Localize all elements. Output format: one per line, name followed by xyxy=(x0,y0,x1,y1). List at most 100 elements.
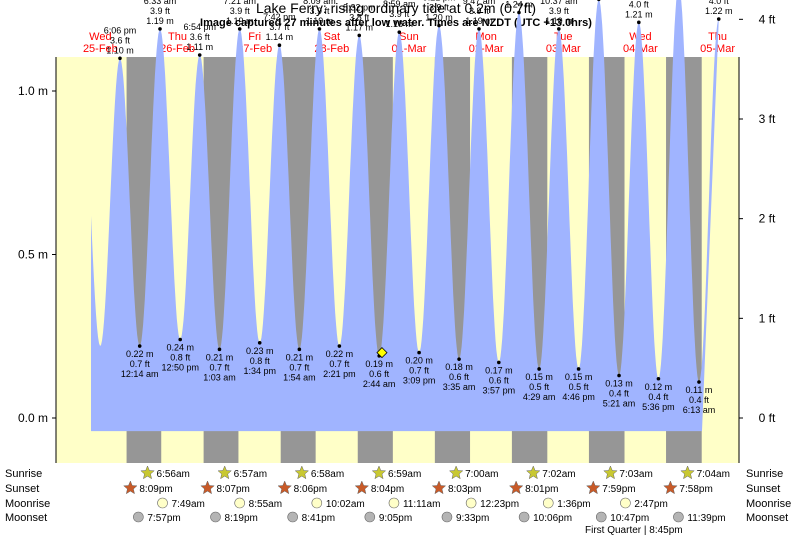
sunset-time: 8:07pm xyxy=(217,484,250,495)
tide-point xyxy=(137,344,142,348)
tide-time: 3:57 pm xyxy=(483,385,516,395)
sunrise-time: 6:59am xyxy=(388,469,421,480)
moonrise-time: 1:36pm xyxy=(557,499,590,510)
tide-time: 6:13 am xyxy=(683,405,716,415)
row-label-left: Moonset xyxy=(5,512,47,524)
sunrise-icon xyxy=(371,465,387,480)
tide-height-ft: 0.4 ft xyxy=(689,395,710,405)
tide-height-m: 1.21 m xyxy=(625,9,653,19)
tide-height-m: 1.19 m xyxy=(226,16,254,26)
tide-point xyxy=(317,27,322,31)
tide-height-m: 1.19 m xyxy=(545,16,573,26)
tide-height-ft: 0.4 ft xyxy=(648,392,669,402)
tide-point xyxy=(597,0,601,2)
tide-time: 12:50 pm xyxy=(161,363,199,373)
moonset-time: 9:33pm xyxy=(456,513,489,524)
tide-time: 7:21 am xyxy=(223,0,256,6)
tide-time: 1:34 pm xyxy=(243,366,276,376)
tide-height-m: 0.23 m xyxy=(246,346,274,356)
sunrise-time: 7:04am xyxy=(697,469,730,480)
chart-title: Lake Ferry: rising ordinary tide at 0.2m… xyxy=(256,0,536,16)
left-tick-label: 0.0 m xyxy=(18,411,48,425)
low-tide-label: 0.17 m0.6 ft3:57 pm xyxy=(483,360,516,395)
tide-height-ft: 0.6 ft xyxy=(489,375,510,385)
tide-height-m: 1.19 m xyxy=(146,16,174,26)
tide-height-m: 1.11 m xyxy=(186,42,213,52)
moonset-icon xyxy=(210,511,221,523)
tide-height-ft: 3.9 ft xyxy=(549,6,570,16)
tide-point xyxy=(557,27,561,31)
tide-point xyxy=(716,17,721,21)
row-label-right: Moonrise xyxy=(746,498,791,510)
tide-height-m: 0.15 m xyxy=(565,372,593,382)
high-tide-label: 12:22 pm4.0 ft1.22 m xyxy=(705,0,733,21)
sunrise-icon xyxy=(680,465,695,480)
tide-height-m: 0.22 m xyxy=(326,349,354,359)
sunset-time: 8:01pm xyxy=(525,484,558,495)
tide-height-ft: 0.8 ft xyxy=(170,353,191,363)
low-tide-label: 0.23 m0.8 ft1:34 pm xyxy=(243,340,276,376)
sunset-icon xyxy=(200,480,215,495)
day-date: 05-Mar xyxy=(700,43,735,55)
tide-time: 9:21 pm xyxy=(423,0,456,3)
tide-height-ft: 0.8 ft xyxy=(250,356,271,366)
tide-height-ft: 4.0 ft xyxy=(709,0,730,6)
row-label-left: Sunrise xyxy=(5,468,42,480)
tide-height-m: 1.24 m xyxy=(505,0,533,10)
sunset-time: 7:58pm xyxy=(679,484,712,495)
moonset-icon xyxy=(595,511,607,523)
tide-point xyxy=(517,10,521,15)
moonset-time: 10:47pm xyxy=(610,513,649,524)
sunrise-time: 7:00am xyxy=(465,469,498,480)
tide-height-ft: 3.9 ft xyxy=(230,6,251,16)
tide-point xyxy=(656,376,661,381)
sunrise-time: 6:56am xyxy=(157,469,190,480)
day-date: 02-Mar xyxy=(469,43,504,55)
low-tide-label: 0.15 m0.5 ft4:29 am xyxy=(523,367,555,402)
tide-height-ft: 3.9 ft xyxy=(389,9,410,19)
day-date: 27-Feb xyxy=(237,43,272,55)
day-date: 28-Feb xyxy=(314,43,349,55)
moonrise-icon xyxy=(234,497,245,509)
moonrise-time: 8:55am xyxy=(249,499,282,510)
right-tick-label: 2 ft xyxy=(759,212,776,226)
moonset-icon xyxy=(287,511,298,523)
right-tick-label: 3 ft xyxy=(759,112,776,126)
moonset-time: 10:06pm xyxy=(533,513,572,524)
tide-time: 5:21 am xyxy=(603,398,636,408)
sunset-icon xyxy=(354,480,370,495)
tide-height-ft: 0.7 ft xyxy=(209,362,230,372)
tide-height-m: 1.17 m xyxy=(345,22,373,32)
tide-point xyxy=(417,350,421,355)
moon-phase: First Quarter | 8:45pm xyxy=(585,525,683,536)
tide-height-m: 1.18 m xyxy=(386,19,414,29)
tide-time: 12:14 am xyxy=(121,369,159,379)
day-date: 26-Feb xyxy=(160,43,195,55)
tide-time: 2:21 pm xyxy=(323,369,356,379)
tide-height-m: 0.13 m xyxy=(605,378,633,388)
high-tide-label: 6:33 am3.9 ft1.19 m xyxy=(144,0,176,31)
high-tide-label: 11:03 pm4.2 ft1.28 m xyxy=(597,0,601,2)
tide-point xyxy=(697,380,701,384)
tide-point xyxy=(158,27,162,31)
tide-height-ft: 0.7 ft xyxy=(329,359,350,369)
low-tide-label: 0.11 m0.4 ft6:13 am xyxy=(683,380,716,415)
tide-time: 3:09 pm xyxy=(403,376,436,386)
tide-height-m: 0.15 m xyxy=(525,372,553,382)
row-label-right: Sunset xyxy=(746,483,780,495)
tide-height-m: 1.22 m xyxy=(705,6,733,16)
tide-point xyxy=(397,30,402,34)
moonrise-time: 11:11am xyxy=(403,499,440,510)
moonset-time: 8:19pm xyxy=(225,513,258,524)
tide-height-ft: 0.6 ft xyxy=(369,369,390,379)
tide-point xyxy=(357,33,362,38)
tide-height-ft: 3.7 ft xyxy=(269,22,290,32)
tide-time: 8:32 pm xyxy=(343,2,376,12)
tide-point xyxy=(118,56,122,61)
low-tide-label: 0.15 m0.5 ft4:46 pm xyxy=(562,367,595,402)
left-axis: 0.0 m0.5 m1.0 m1.5 m xyxy=(18,57,57,463)
tide-height-ft: 0.7 ft xyxy=(409,366,430,376)
tide-height-m: 0.24 m xyxy=(166,343,194,353)
